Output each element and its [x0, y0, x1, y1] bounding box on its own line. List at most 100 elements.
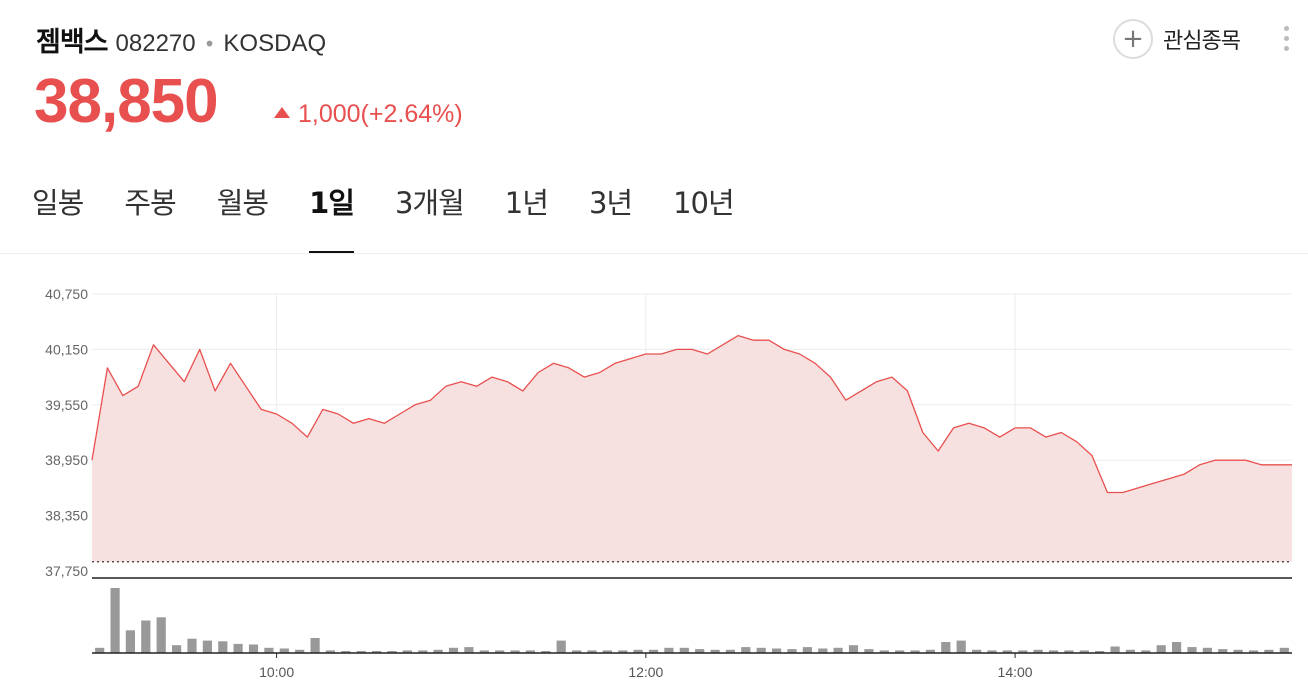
price-line [91, 334, 1292, 494]
price-area [92, 335, 1292, 562]
watchlist-label: 관심종목 [1163, 29, 1241, 54]
volume-bar [1125, 649, 1135, 654]
volume-bar [587, 650, 597, 653]
volume-bar [156, 617, 166, 654]
volume-bar [95, 647, 105, 653]
volume-bar [264, 647, 274, 653]
stock-name: 젬백스 [36, 27, 109, 58]
volume-bar [925, 649, 935, 654]
watchlist-button[interactable]: + 관심종목 [1113, 19, 1241, 59]
volume-bar [510, 650, 520, 653]
volume-bar [1202, 647, 1212, 653]
stock-header: 젬백스 082270 • KOSDAQ [36, 20, 326, 59]
volume-bar [1064, 650, 1074, 653]
volume-bar [448, 647, 459, 653]
y-tick-label: 38,950 [45, 452, 88, 468]
volume-bar [172, 645, 182, 653]
volume-bar [572, 650, 582, 653]
volume-bar [1264, 649, 1274, 654]
volume-bar [818, 648, 828, 654]
volume-bar [910, 650, 920, 653]
volume-bar [1233, 649, 1243, 654]
tab-1year[interactable]: 1년 [504, 186, 549, 220]
tab-weekly[interactable]: 주봉 [124, 186, 176, 220]
volume-bar [1172, 642, 1182, 654]
tabs-divider [0, 253, 1308, 254]
volume-bar [879, 650, 889, 653]
tab-3months[interactable]: 3개월 [394, 186, 465, 220]
volume-bar [402, 650, 412, 653]
volume-bar [310, 638, 320, 653]
volume-bar [1248, 650, 1259, 653]
volume-bar [418, 650, 428, 653]
volume-bar [664, 647, 674, 653]
volume-bar [341, 651, 351, 653]
volume-bar [479, 650, 489, 653]
volume-bar [618, 650, 628, 653]
volume-bar [1079, 650, 1089, 653]
volume-bar [772, 648, 782, 654]
x-tick-label: 10:00 [259, 664, 294, 680]
y-tick-label: 39,550 [45, 397, 88, 413]
volume-bar [202, 640, 212, 653]
tab-1day[interactable]: 1일 [309, 180, 355, 254]
volume-bar [372, 651, 382, 653]
volume-bar [895, 650, 905, 653]
tab-daily[interactable]: 일봉 [32, 186, 84, 220]
volume-bar [679, 647, 689, 653]
volume-bar [279, 648, 289, 654]
volume-bar [864, 649, 874, 653]
volume-bar [1048, 650, 1059, 653]
volume-bar [325, 650, 335, 653]
volume-bar [956, 640, 966, 653]
volume-bar [848, 645, 859, 653]
tab-monthly[interactable]: 월봉 [216, 186, 269, 220]
volume-bar [1141, 650, 1151, 653]
separator-dot: • [203, 32, 216, 56]
current-price: 38,850 [34, 67, 219, 136]
volume-bar [756, 647, 766, 653]
volume-bar [787, 649, 797, 653]
volume-bar [110, 588, 120, 653]
stock-code: 082270 [115, 30, 196, 57]
volume-bar [1033, 649, 1043, 654]
volume-bar [648, 649, 659, 654]
price-change-value: 1,000(+2.64%) [298, 100, 463, 128]
volume-bar [218, 641, 228, 653]
y-tick-label: 37,750 [45, 563, 88, 579]
volume-bar [464, 647, 474, 653]
volume-bar [833, 647, 843, 653]
volume-bar [602, 650, 612, 653]
volume-bar [1279, 647, 1289, 653]
volume-bar [1110, 646, 1120, 653]
volume-bar [125, 630, 135, 654]
volume-bar [987, 650, 997, 653]
volume-bar [802, 647, 812, 653]
volume-bar [633, 649, 643, 654]
volume-bar [710, 649, 720, 654]
volume-bar [556, 640, 566, 653]
plus-circle-icon: + [1113, 19, 1153, 59]
volume-bar [695, 649, 705, 653]
up-triangle-icon [274, 107, 290, 118]
period-tabs: 일봉 주봉 월봉 1일 3개월 1년 3년 10년 [32, 180, 775, 254]
volume-bar [541, 651, 551, 653]
volume-bar [141, 620, 151, 653]
volume-bar [295, 649, 305, 654]
volume-bar [1156, 645, 1166, 653]
volume-bar [725, 649, 735, 654]
market-name: KOSDAQ [223, 30, 327, 57]
y-tick-label: 40,150 [45, 341, 88, 357]
volume-bar [248, 644, 259, 653]
volume-bar [941, 642, 951, 654]
volume-bar [1095, 651, 1105, 653]
price-change: 1,000(+2.64%) [274, 100, 463, 129]
volume-bar [233, 643, 243, 653]
more-vertical-icon[interactable] [1282, 26, 1290, 56]
volume-bar [1187, 647, 1197, 653]
volume-bar [741, 647, 751, 653]
tab-10years[interactable]: 10년 [673, 186, 735, 220]
volume-bar [1002, 650, 1012, 653]
tab-3years[interactable]: 3년 [588, 186, 633, 220]
